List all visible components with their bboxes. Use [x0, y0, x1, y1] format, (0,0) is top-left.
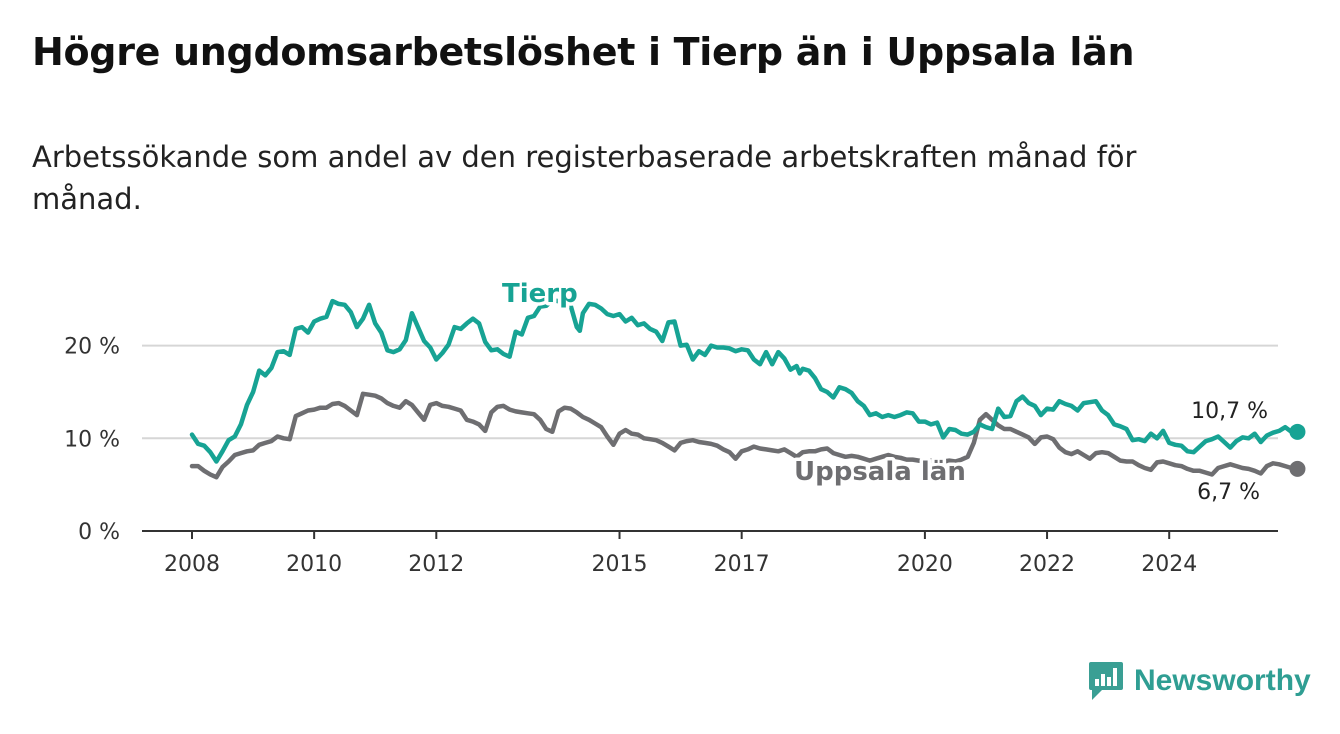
newsworthy-brand: Newsworthy [1088, 660, 1311, 702]
series-end-point-tierp [1289, 423, 1306, 440]
y-tick-label: 0 % [78, 520, 120, 545]
x-tick-label: 2008 [164, 552, 220, 577]
series-line-tierp [189, 297, 1300, 464]
series-label-tierp: Tierp [502, 279, 578, 309]
y-tick-label: 20 % [64, 335, 120, 360]
end-value-label-uppsala-lan: 6,7 % [1197, 480, 1260, 505]
x-tick-label: 2010 [286, 552, 342, 577]
chart-subtitle: Arbetssökande som andel av den registerb… [32, 140, 1137, 216]
y-tick-label: 10 % [64, 427, 120, 452]
x-tick-label: 2015 [592, 552, 648, 577]
x-tick-label: 2017 [714, 552, 770, 577]
x-tick-label: 2012 [408, 552, 464, 577]
series-label-tierp-halo: Tierp [502, 279, 578, 309]
brand-name: Newsworthy [1134, 664, 1311, 697]
series-line-uppsala-lan [189, 391, 1300, 480]
bar-chart-logo-icon [1089, 662, 1123, 700]
x-tick-label: 2024 [1141, 552, 1197, 577]
x-tick-label: 2020 [897, 552, 953, 577]
series-label-uppsala-lan-halo: Uppsala län [794, 457, 966, 487]
series-end-point-uppsala-lan [1289, 460, 1306, 477]
x-tick-label: 2022 [1019, 552, 1075, 577]
chart-title: Högre ungdomsarbetslöshet i Tierp än i U… [32, 30, 1135, 74]
series-label-uppsala-lan: Uppsala län [794, 457, 966, 487]
end-value-label-tierp: 10,7 % [1191, 399, 1268, 424]
